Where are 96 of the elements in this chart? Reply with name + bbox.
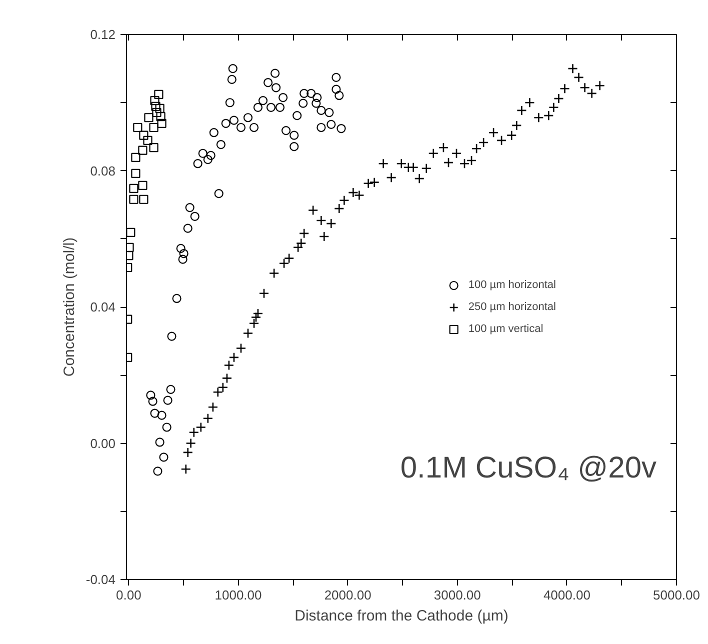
point	[131, 168, 140, 178]
point	[324, 108, 334, 118]
legend-label: 250 µm horizontal	[468, 300, 556, 312]
y-axis-title: Concentration (mol/l)	[60, 237, 78, 377]
point	[216, 140, 226, 150]
point	[221, 118, 230, 128]
point	[144, 113, 154, 122]
legend-label: 100 µm horizontal	[468, 278, 556, 290]
x-tick-label: 2000.00	[324, 588, 372, 602]
point	[278, 92, 288, 102]
x-axis-title: Distance from the Cathode (µm)	[294, 608, 508, 624]
point	[151, 102, 160, 111]
point	[162, 422, 172, 432]
point	[334, 90, 344, 100]
point	[253, 102, 263, 112]
point	[149, 143, 158, 152]
point	[209, 128, 218, 138]
point	[176, 244, 186, 253]
point	[332, 72, 341, 82]
point	[229, 116, 239, 125]
y-tick-label: 0.04	[90, 300, 116, 314]
point	[292, 111, 302, 120]
point	[190, 212, 200, 221]
point	[185, 202, 194, 212]
x-tick-label: 1000.00	[214, 588, 262, 602]
point	[270, 68, 280, 78]
point	[157, 118, 166, 128]
point	[143, 136, 152, 145]
point	[332, 84, 341, 94]
point	[266, 102, 276, 112]
point	[133, 122, 142, 132]
point	[300, 88, 309, 98]
point	[157, 410, 166, 420]
point	[236, 122, 246, 132]
point	[129, 184, 138, 194]
point	[198, 148, 208, 158]
point	[152, 108, 162, 118]
point	[179, 248, 188, 258]
point	[163, 396, 172, 405]
point	[131, 152, 140, 162]
point	[264, 78, 273, 88]
point	[316, 122, 326, 132]
point	[156, 112, 166, 122]
annotation: 0.1M CuSO₄ @20v	[400, 452, 657, 484]
y-tick-label: 0.12	[90, 27, 116, 42]
x-tick-label: 5000.00	[653, 588, 700, 602]
point	[146, 390, 156, 400]
point	[150, 408, 160, 418]
point	[183, 224, 192, 233]
point	[155, 438, 164, 447]
point	[281, 126, 291, 136]
point	[275, 102, 285, 112]
x-tick-label: 0.00	[116, 588, 142, 602]
point	[149, 122, 158, 132]
point	[290, 142, 299, 152]
point	[316, 106, 326, 115]
point	[178, 254, 188, 264]
point	[159, 452, 168, 462]
point	[228, 64, 238, 74]
point	[150, 96, 160, 106]
point	[166, 384, 176, 394]
point	[139, 130, 148, 140]
point	[138, 180, 148, 190]
point	[258, 96, 268, 106]
point	[290, 130, 299, 140]
point	[153, 466, 162, 476]
point	[172, 294, 182, 304]
point	[167, 332, 176, 341]
point	[155, 104, 164, 113]
point	[243, 113, 253, 122]
y-tick-label: -0.04	[86, 572, 116, 587]
point	[154, 90, 164, 99]
y-tick-label: 0.08	[90, 163, 116, 178]
legend-label: 100 µm vertical	[468, 322, 544, 334]
point	[298, 98, 308, 108]
point	[148, 396, 158, 406]
point	[336, 124, 346, 134]
point	[193, 159, 202, 168]
point	[306, 88, 316, 98]
point	[214, 189, 224, 198]
point	[326, 120, 336, 129]
point	[139, 194, 148, 204]
point	[129, 194, 138, 204]
x-tick-label: 4000.00	[543, 588, 590, 602]
point	[227, 74, 236, 84]
point	[312, 92, 322, 102]
x-tick-label: 3000.00	[434, 588, 481, 602]
point	[272, 83, 281, 92]
point	[249, 122, 259, 132]
point	[206, 150, 216, 160]
point	[312, 98, 321, 108]
point	[126, 228, 136, 237]
point	[138, 146, 148, 155]
point	[203, 154, 212, 164]
y-tick-label: 0.00	[90, 436, 116, 451]
point	[225, 98, 234, 108]
